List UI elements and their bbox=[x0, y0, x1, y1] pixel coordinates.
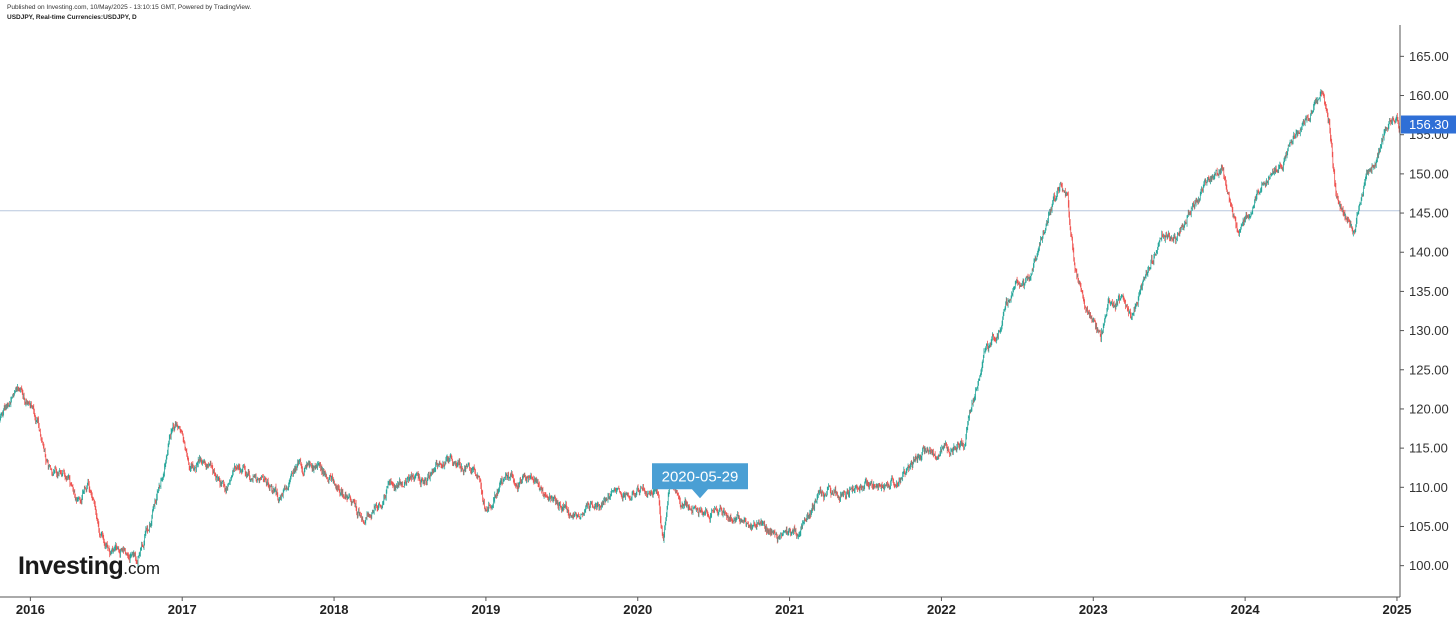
callout-date: 2020-05-29 bbox=[662, 468, 739, 485]
x-tick-label: 2023 bbox=[1079, 602, 1108, 617]
y-tick-label: 100.00 bbox=[1409, 558, 1449, 573]
y-tick-label: 165.00 bbox=[1409, 49, 1449, 64]
y-tick-label: 110.00 bbox=[1409, 480, 1448, 495]
y-tick-label: 130.00 bbox=[1409, 323, 1449, 338]
x-tick-label: 2019 bbox=[471, 602, 500, 617]
logo-suffix: .com bbox=[123, 559, 161, 578]
callout-bubble bbox=[652, 463, 748, 499]
y-tick-label: 115.00 bbox=[1409, 441, 1448, 456]
x-tick-label: 2020 bbox=[623, 602, 652, 617]
x-axis: 2016 2017 2018 2019 2020 2021 2022 2023 2024 2025 bbox=[16, 597, 1412, 617]
x-tick-label: 2018 bbox=[320, 602, 349, 617]
date-callout: 2020-05-29 bbox=[652, 463, 748, 499]
y-axis: 100.00 105.00 110.00 115.00 120.00 125.00 130.… bbox=[1400, 49, 1449, 573]
last-price-value: 156.30 bbox=[1409, 117, 1449, 132]
x-tick-label: 2021 bbox=[775, 602, 804, 617]
x-tick-label: 2022 bbox=[927, 602, 956, 617]
x-tick-label: 2017 bbox=[168, 602, 197, 617]
y-tick-label: 145.00 bbox=[1409, 206, 1449, 221]
y-tick-label: 105.00 bbox=[1409, 519, 1449, 534]
symbol-title: USDJPY, Real-time Currencies:USDJPY, D bbox=[7, 14, 137, 21]
y-tick-label: 125.00 bbox=[1409, 362, 1449, 377]
logo-wordmark: Investing bbox=[18, 552, 124, 580]
published-note: Published on Investing.com, 10/May/2025 … bbox=[7, 4, 252, 11]
candlestick-series bbox=[0, 89, 1401, 568]
last-price-badge bbox=[1401, 115, 1456, 134]
x-tick-label: 2016 bbox=[16, 602, 45, 617]
y-tick-label: 160.00 bbox=[1409, 88, 1449, 103]
y-tick-label: 150.00 bbox=[1409, 166, 1449, 181]
x-tick-label: 2024 bbox=[1231, 602, 1261, 617]
investing-logo: Investing.com bbox=[18, 552, 160, 581]
y-tick-label: 140.00 bbox=[1409, 245, 1449, 260]
x-tick-label: 2025 bbox=[1383, 602, 1412, 617]
y-tick-label: 135.00 bbox=[1409, 284, 1449, 299]
last-price-label: 156.30 bbox=[1401, 115, 1456, 134]
y-tick-label: 120.00 bbox=[1409, 401, 1449, 416]
